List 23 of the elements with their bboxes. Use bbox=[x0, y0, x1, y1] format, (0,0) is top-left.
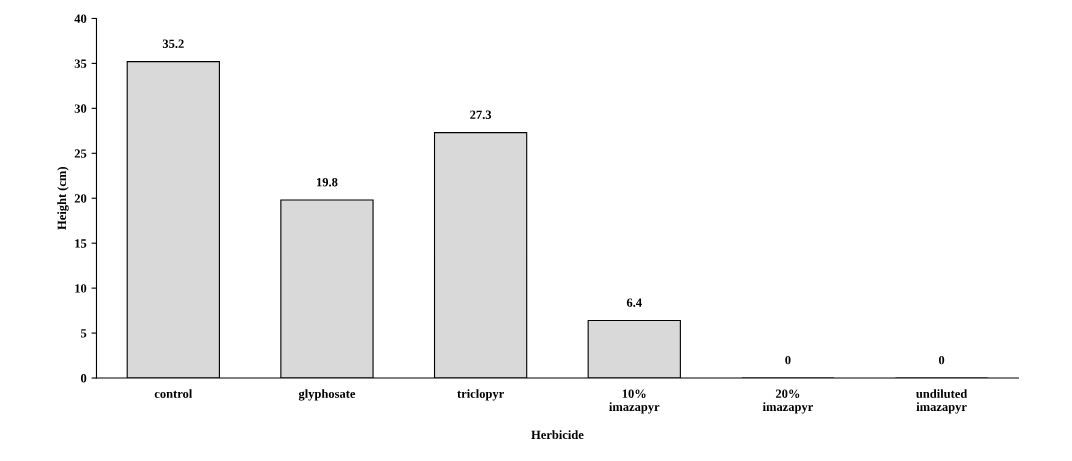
y-tick-label: 15 bbox=[75, 239, 87, 248]
y-tick-label: 40 bbox=[74, 14, 87, 23]
y-tick-label: 20 bbox=[74, 194, 87, 203]
data-label: 27.3 bbox=[470, 110, 492, 120]
y-axis-title: Height (cm) bbox=[57, 167, 69, 230]
x-tick-label: glyphosate bbox=[298, 389, 356, 401]
x-tick-label: triclopyr bbox=[457, 389, 504, 401]
y-tick-label: 0 bbox=[80, 374, 87, 383]
x-tick-label: 20% imazapyr bbox=[762, 389, 813, 414]
x-tick-label: control bbox=[154, 389, 193, 398]
data-label: 35.2 bbox=[162, 39, 184, 48]
data-label: 6.4 bbox=[626, 298, 642, 307]
y-tick-label: 30 bbox=[74, 104, 87, 113]
data-label: 0 bbox=[938, 355, 945, 365]
y-tick-label: 35 bbox=[74, 59, 87, 68]
x-axis-title: Herbicide bbox=[531, 430, 584, 440]
y-tick-label: 10 bbox=[75, 284, 87, 293]
data-label: 0 bbox=[785, 355, 791, 365]
x-tick-label: undiluted imazapyr bbox=[916, 389, 968, 414]
y-tick-label: 5 bbox=[81, 329, 87, 338]
y-tick-label: 25 bbox=[74, 149, 87, 158]
data-label: 19.8 bbox=[317, 177, 338, 187]
x-tick-label: 10% imazapyr bbox=[609, 389, 660, 414]
